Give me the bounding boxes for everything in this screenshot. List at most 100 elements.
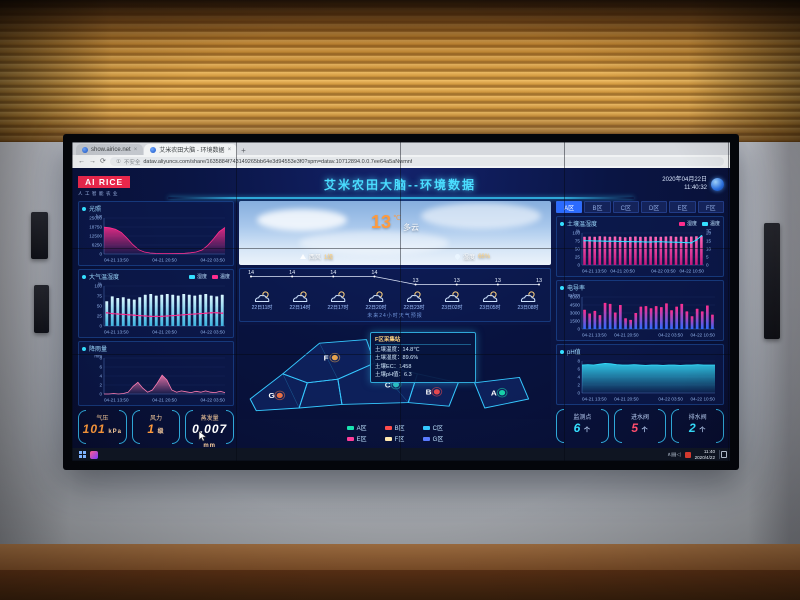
browser-tab-2[interactable]: 艾米农田大脑 - 环境数据 × bbox=[144, 144, 238, 155]
svg-text:18750: 18750 bbox=[89, 225, 102, 230]
chart-legend: 土壤温湿度 湿度 温度 bbox=[560, 219, 720, 228]
legend-dot bbox=[560, 349, 564, 354]
tray-app-icon[interactable] bbox=[684, 451, 691, 458]
partly-cloudy-icon bbox=[482, 291, 498, 302]
svg-text:50: 50 bbox=[97, 304, 103, 309]
notification-icon[interactable] bbox=[719, 450, 727, 459]
legend-dot bbox=[560, 221, 564, 226]
field-map-panel: G F C B A F区采集站 土壤温度：14.8℃ 土壤湿度：89.6% 土壤EC：1… bbox=[239, 325, 551, 419]
svg-text:14: 14 bbox=[330, 270, 336, 276]
logo-subtitle: 人工智能农业 bbox=[78, 190, 120, 196]
chart-conductivity: 0 1500 3000 4500 6000 us/cm 04-21 13:50 04-21 2… bbox=[560, 292, 720, 338]
close-tab-icon[interactable]: × bbox=[133, 146, 138, 153]
panel-rainfall: 降雨量 0 2 4 6 8 mm 04-21 13:50 04-21 20:50 04-22 0… bbox=[78, 341, 234, 406]
svg-text:75: 75 bbox=[575, 239, 581, 244]
tooltip-row: 土壤湿度：89.6% bbox=[375, 355, 419, 362]
forecast-cell: 23日05时 bbox=[471, 290, 509, 311]
taskbar-clock[interactable]: 11:40 2020/4/22 bbox=[694, 448, 715, 460]
tab-region-D区[interactable]: D区 bbox=[640, 201, 668, 213]
url-text: datav.aliyuncs.com/share/1635884f7431492… bbox=[143, 158, 413, 165]
forecast-temp-line: 14 14 14 14 13 13 13 13 bbox=[243, 270, 547, 290]
svg-text:04-22 03:50: 04-22 03:50 bbox=[651, 269, 676, 274]
chart-legend: pH值 bbox=[560, 347, 720, 356]
legend-item-G区: G区 bbox=[422, 434, 443, 443]
forecast-cell: 22日14时 bbox=[281, 290, 319, 311]
legend-swatch bbox=[384, 436, 392, 441]
forecast-cells: 22日11时 22日14时 22日17时 22日20时 22日23时 23日02时 23日0… bbox=[243, 290, 547, 311]
chart-legend: 降雨量 bbox=[82, 344, 230, 353]
svg-text:1500: 1500 bbox=[570, 319, 581, 324]
tab-region-B区[interactable]: B区 bbox=[584, 201, 611, 213]
field-map[interactable]: G F C B A bbox=[242, 327, 548, 417]
svg-text:04-22 10:50: 04-22 10:50 bbox=[690, 333, 715, 338]
url-field[interactable]: ① 不安全 datav.aliyuncs.com/share/1635884f7… bbox=[109, 157, 724, 166]
tooltip-row: 土壤温度：14.8℃ bbox=[375, 346, 420, 353]
map-marker-B[interactable]: B bbox=[426, 387, 443, 397]
svg-text:2: 2 bbox=[577, 383, 580, 388]
svg-text:04-21 13:50: 04-21 13:50 bbox=[104, 258, 129, 263]
legend-dot bbox=[82, 346, 86, 351]
cloud-decoration bbox=[257, 209, 347, 231]
svg-text:F: F bbox=[324, 354, 329, 362]
chart-ph: 0 2 4 6 8 04-21 13:50 04-21 20:50 04-22 03:50 04… bbox=[560, 356, 720, 402]
svg-text:0: 0 bbox=[577, 327, 580, 332]
svg-text:04-21 13:50: 04-21 13:50 bbox=[582, 333, 607, 338]
tab-region-E区[interactable]: E区 bbox=[669, 201, 696, 213]
network-icon[interactable]: ▤ bbox=[671, 451, 677, 458]
legend-item-A区: A区 bbox=[346, 423, 367, 432]
partly-cloudy-icon bbox=[444, 291, 460, 302]
legend-dot bbox=[560, 285, 564, 290]
back-icon[interactable]: ← bbox=[78, 158, 85, 165]
chevron-up-icon[interactable]: ∧ bbox=[667, 451, 672, 458]
legend-dot bbox=[82, 206, 86, 211]
series-legend-item: 温度 bbox=[701, 220, 720, 227]
volume-icon[interactable]: ◁ bbox=[676, 451, 681, 458]
start-button-icon[interactable] bbox=[79, 451, 86, 458]
svg-text:20: 20 bbox=[706, 231, 712, 236]
svg-text:6000: 6000 bbox=[570, 295, 581, 300]
svg-text:6: 6 bbox=[99, 365, 102, 370]
svg-text:%: % bbox=[576, 229, 580, 234]
svg-text:G: G bbox=[269, 392, 275, 400]
svg-text:04-21 20:50: 04-21 20:50 bbox=[152, 258, 177, 263]
taskbar-app-icon[interactable] bbox=[90, 450, 98, 459]
map-marker-G[interactable]: G bbox=[269, 390, 286, 401]
droplet-icon bbox=[454, 252, 462, 261]
browser-tab-1[interactable]: show.airice.net × bbox=[76, 144, 144, 155]
svg-text:13: 13 bbox=[495, 278, 501, 284]
tab-region-F区[interactable]: F区 bbox=[697, 201, 724, 213]
map-marker-F[interactable]: F bbox=[324, 352, 341, 363]
svg-text:15: 15 bbox=[706, 239, 712, 244]
site-favicon bbox=[150, 146, 157, 153]
svg-text:04-21 20:50: 04-21 20:50 bbox=[152, 398, 177, 403]
stat-蒸发量: 蒸发量 0.007 mm bbox=[185, 409, 234, 449]
svg-text:04-21 13:50: 04-21 13:50 bbox=[582, 269, 607, 274]
series-legend-item: 温度 bbox=[211, 273, 230, 280]
svg-text:04-22 03:50: 04-22 03:50 bbox=[658, 397, 683, 402]
region-legend: A区 B区 C区 E区 F区 G区 bbox=[239, 422, 551, 444]
legend-dot bbox=[82, 274, 86, 279]
svg-text:0: 0 bbox=[577, 391, 580, 396]
reload-icon[interactable]: ⟳ bbox=[100, 158, 106, 165]
svg-text:0: 0 bbox=[99, 324, 102, 329]
header-date: 2020年04月22日 bbox=[662, 176, 707, 183]
browser-address-bar: ← → ⟳ ① 不安全 datav.aliyuncs.com/share/163… bbox=[72, 155, 730, 168]
svg-text:75: 75 bbox=[97, 294, 103, 299]
header-time: 11:40:32 bbox=[684, 185, 707, 191]
forecast-cell: 22日20时 bbox=[357, 290, 395, 311]
svg-text:04-22 03:50: 04-22 03:50 bbox=[200, 258, 225, 263]
tab-region-C区[interactable]: C区 bbox=[612, 201, 639, 213]
svg-text:25000: 25000 bbox=[89, 216, 102, 221]
map-marker-A[interactable]: A bbox=[491, 387, 508, 398]
svg-text:4: 4 bbox=[99, 374, 102, 379]
info-icon[interactable]: ① bbox=[115, 158, 121, 165]
svg-text:13: 13 bbox=[454, 278, 460, 284]
legend-swatch bbox=[422, 436, 430, 441]
forecast-cell: 23日02时 bbox=[433, 290, 471, 311]
logo: AI RICE 人工智能农业 bbox=[78, 172, 162, 197]
new-tab-button[interactable]: + bbox=[241, 146, 246, 155]
wind-info: 西风 1级 bbox=[299, 252, 333, 261]
close-tab-icon[interactable]: × bbox=[227, 146, 232, 153]
forward-icon[interactable]: → bbox=[89, 158, 96, 165]
tab-region-A区[interactable]: A区 bbox=[556, 201, 583, 213]
